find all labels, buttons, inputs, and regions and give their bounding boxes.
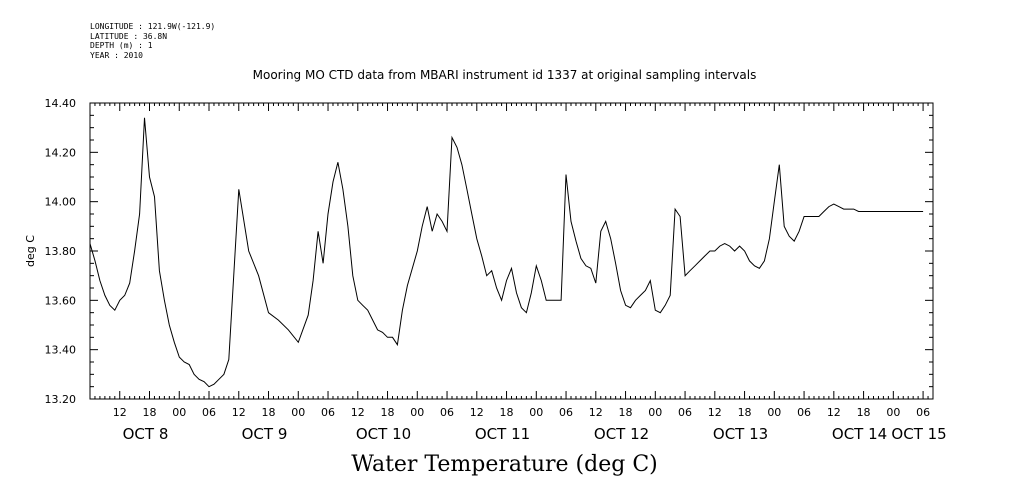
- chart-title: Mooring MO CTD data from MBARI instrumen…: [252, 68, 757, 82]
- day-label: OCT 15: [891, 425, 946, 443]
- day-label: OCT 8: [123, 425, 169, 443]
- hour-tick-label: 18: [619, 406, 633, 419]
- y-tick-label: 13.60: [45, 294, 77, 307]
- y-tick-label: 14.20: [45, 146, 77, 159]
- hour-tick-label: 06: [678, 406, 692, 419]
- hour-tick-label: 12: [113, 406, 127, 419]
- hour-tick-label: 00: [886, 406, 900, 419]
- day-label: OCT 10: [356, 425, 411, 443]
- longitude-label: LONGITUDE : 121.9W(-121.9): [90, 22, 216, 31]
- y-tick-label: 13.40: [45, 344, 77, 357]
- x-axis: 12 18 00 06 12 18 00 06 12 18 00 06 12 18 00 06 12 18 00 06…: [89, 103, 947, 443]
- depth-label: DEPTH (m) : 1: [90, 41, 153, 50]
- hour-tick-label: 00: [767, 406, 781, 419]
- plot-frame: [89, 102, 934, 400]
- hour-tick-label: 12: [589, 406, 603, 419]
- x-axis-label: Water Temperature (deg C): [351, 452, 658, 477]
- year-label: YEAR : 2010: [90, 50, 143, 60]
- hour-tick-label: 06: [440, 406, 454, 419]
- day-label: OCT 11: [475, 425, 530, 443]
- hour-tick-label: 12: [708, 406, 722, 419]
- hour-tick-label: 12: [827, 406, 841, 419]
- hour-tick-label: 00: [529, 406, 543, 419]
- day-label: OCT 9: [242, 425, 288, 443]
- day-label: OCT 14: [832, 425, 887, 443]
- hour-tick-label: 06: [916, 406, 930, 419]
- hour-tick-label: 18: [857, 406, 871, 419]
- hour-tick-label: 18: [262, 406, 276, 419]
- hour-tick-label: 18: [738, 406, 752, 419]
- y-tick-label: 13.80: [45, 245, 77, 258]
- metadata-block: LONGITUDE : 121.9W(-121.9) LATITUDE : 36…: [90, 22, 215, 60]
- hour-tick-label: 00: [172, 406, 186, 419]
- hour-tick-label: 00: [410, 406, 424, 419]
- temperature-line: [89, 117, 924, 388]
- y-tick-label: 14.00: [45, 196, 77, 209]
- hour-tick-label: 12: [232, 406, 246, 419]
- hour-tick-label: 06: [797, 406, 811, 419]
- y-tick-label: 13.20: [45, 393, 77, 406]
- day-label: OCT 12: [594, 425, 649, 443]
- hour-tick-label: 12: [470, 406, 484, 419]
- latitude-label: LATITUDE : 36.8N: [90, 31, 168, 41]
- hour-tick-label: 06: [559, 406, 573, 419]
- hour-tick-label: 00: [291, 406, 305, 419]
- y-axis-label: deg C: [24, 235, 37, 267]
- hour-tick-label: 00: [648, 406, 662, 419]
- hour-tick-label: 12: [351, 406, 365, 419]
- hour-tick-label: 06: [202, 406, 216, 419]
- hour-tick-label: 18: [143, 406, 157, 419]
- hour-tick-label: 18: [500, 406, 514, 419]
- day-label: OCT 13: [713, 425, 768, 443]
- hour-tick-label: 06: [321, 406, 335, 419]
- y-axis: 13.20 13.40 13.60 13.80 14.00 14.20 14.40: [45, 97, 933, 406]
- y-tick-label: 14.40: [45, 97, 77, 110]
- hour-tick-label: 18: [381, 406, 395, 419]
